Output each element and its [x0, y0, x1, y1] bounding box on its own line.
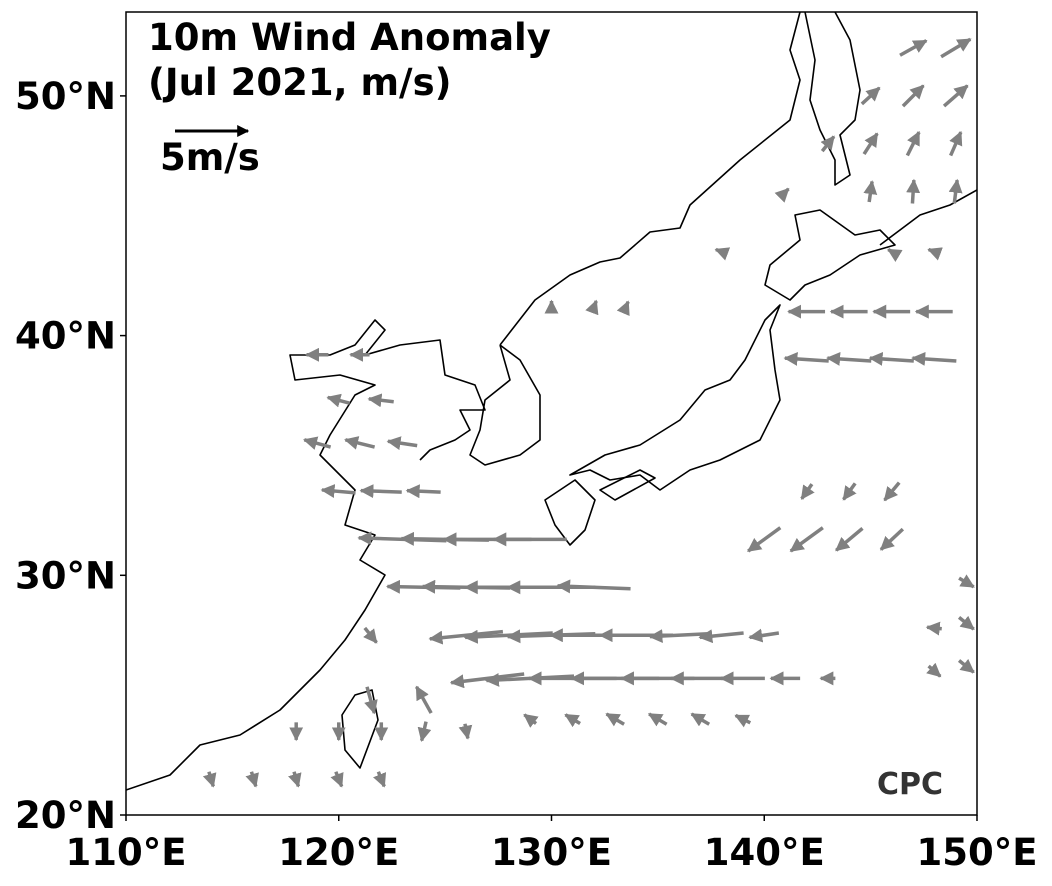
map-title: 10m Wind Anomaly	[148, 16, 551, 59]
hokkaido	[764, 209, 896, 301]
wind-vector	[899, 39, 928, 57]
china-coast	[126, 319, 486, 791]
wind-vector	[386, 436, 418, 451]
wind-vector	[748, 628, 780, 643]
x-tick-label: 140°E	[704, 831, 825, 874]
wind-vector	[373, 771, 387, 788]
wind-vector	[556, 579, 631, 594]
wind-vector	[747, 526, 782, 553]
map-subtitle: (Jul 2021, m/s)	[148, 61, 452, 104]
wind-vector	[415, 685, 433, 714]
wind-vector	[826, 351, 872, 366]
plot-frame	[125, 11, 978, 816]
logo: CPC	[877, 767, 943, 802]
x-tick-label: 150°E	[916, 831, 1037, 874]
wind-vector	[911, 351, 957, 366]
wind-vector	[942, 84, 969, 108]
wind-vector	[958, 574, 975, 589]
wind-vector	[948, 178, 963, 204]
wind-vector	[868, 351, 914, 366]
wind-vector	[364, 686, 378, 715]
wind-vector	[344, 436, 376, 450]
wind-vector	[789, 526, 824, 553]
wind-vector	[302, 436, 332, 450]
wind-vector	[901, 84, 925, 108]
wind-vector	[949, 130, 963, 157]
east-coast	[879, 189, 977, 246]
wind-vector	[926, 662, 942, 678]
wind-vector	[367, 393, 394, 408]
y-tick-label: 40°N	[15, 315, 116, 358]
sakhalin	[804, 12, 861, 186]
wind-vector	[842, 482, 857, 501]
x-tick-label: 120°E	[278, 831, 399, 874]
wind-vector	[647, 712, 668, 727]
wind-vector	[879, 527, 905, 551]
wind-vector	[925, 621, 942, 636]
wind-vector	[458, 723, 473, 740]
wind-vector	[320, 484, 356, 499]
wind-vector	[906, 178, 921, 204]
honshu	[569, 304, 781, 491]
key-label: 5m/s	[160, 136, 260, 179]
coastlines	[126, 12, 977, 791]
wind-vector	[605, 712, 625, 727]
wind-vector	[288, 771, 302, 788]
korea	[469, 12, 801, 466]
wind-vector	[245, 771, 259, 788]
wind-vector	[523, 713, 539, 728]
wind-vector	[734, 713, 752, 728]
wind-vector	[585, 299, 599, 316]
wind-vector	[363, 626, 378, 644]
wind-vector	[957, 615, 975, 631]
wind-vector	[698, 629, 744, 644]
x-tick-label: 110°E	[65, 831, 186, 874]
wind-vector	[905, 130, 921, 157]
wind-vector	[835, 527, 864, 552]
wind-vector	[564, 713, 581, 728]
y-tick-label: 30°N	[15, 554, 116, 597]
wind-vector	[927, 247, 943, 261]
wind-vector	[957, 658, 975, 674]
wind-vector	[616, 300, 630, 317]
wind-vector	[940, 37, 972, 59]
wind-vector	[863, 180, 878, 203]
wind-vector	[690, 712, 711, 727]
wind-vector	[359, 484, 402, 499]
wind-vector	[887, 248, 903, 262]
wind-vector	[862, 132, 879, 156]
kyushu-shikoku	[544, 469, 656, 546]
y-tick-label: 50°N	[15, 75, 116, 118]
wind-vector	[860, 86, 881, 106]
wind-vector	[330, 771, 344, 788]
wind-vector	[800, 483, 815, 500]
x-tick-label: 130°E	[491, 831, 612, 874]
wind-vector	[714, 247, 731, 261]
taiwan	[341, 689, 379, 769]
wind-vector	[820, 135, 836, 153]
wind-vector	[405, 484, 441, 499]
wind-vector	[326, 393, 351, 408]
y-tick-label: 20°N	[15, 794, 116, 837]
wind-vector	[774, 187, 790, 203]
wind-vector	[783, 351, 829, 366]
wind-vector	[883, 481, 901, 502]
wind-vector	[202, 771, 217, 788]
wind-vector	[417, 721, 432, 742]
